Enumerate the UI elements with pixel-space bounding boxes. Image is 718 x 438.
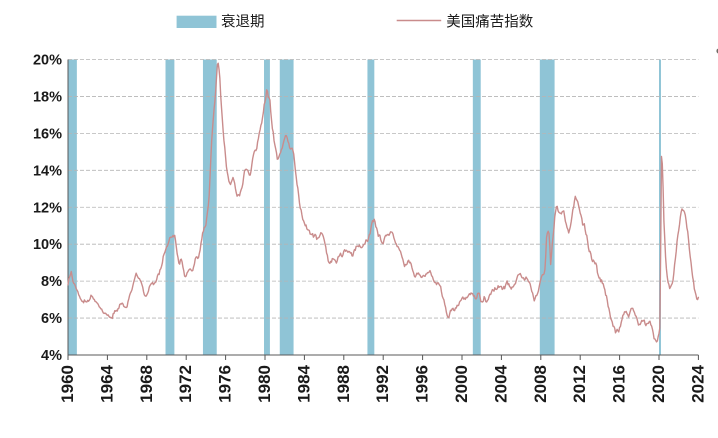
svg-text:2024: 2024	[688, 364, 707, 402]
svg-text:1992: 1992	[373, 365, 392, 403]
svg-text:6%: 6%	[41, 311, 62, 327]
svg-text:18%: 18%	[33, 89, 62, 105]
svg-text:美国痛苦指数: 美国痛苦指数	[446, 14, 533, 31]
svg-text:10%: 10%	[33, 237, 62, 253]
svg-text:4%: 4%	[41, 348, 62, 364]
svg-text:1980: 1980	[255, 365, 274, 403]
svg-text:2008: 2008	[531, 365, 550, 403]
svg-text:1984: 1984	[294, 364, 313, 402]
svg-text:衰退期: 衰退期	[221, 14, 265, 31]
svg-text:1960: 1960	[58, 365, 77, 403]
svg-text:2016: 2016	[610, 365, 629, 403]
svg-text:1968: 1968	[137, 365, 156, 403]
svg-text:8%: 8%	[41, 274, 62, 290]
svg-text:16%: 16%	[33, 126, 62, 142]
svg-text:20%: 20%	[33, 53, 62, 69]
svg-text:1964: 1964	[97, 364, 116, 402]
svg-text:12%: 12%	[33, 200, 62, 216]
svg-text:14%: 14%	[33, 163, 62, 179]
svg-text:1988: 1988	[334, 365, 353, 403]
svg-text:1976: 1976	[216, 365, 235, 403]
svg-text:1996: 1996	[413, 365, 432, 403]
svg-text:1972: 1972	[176, 365, 195, 403]
svg-text:2000: 2000	[452, 365, 471, 403]
svg-text:2012: 2012	[570, 365, 589, 403]
svg-text:2020: 2020	[649, 365, 668, 403]
svg-text:2004: 2004	[491, 364, 510, 402]
